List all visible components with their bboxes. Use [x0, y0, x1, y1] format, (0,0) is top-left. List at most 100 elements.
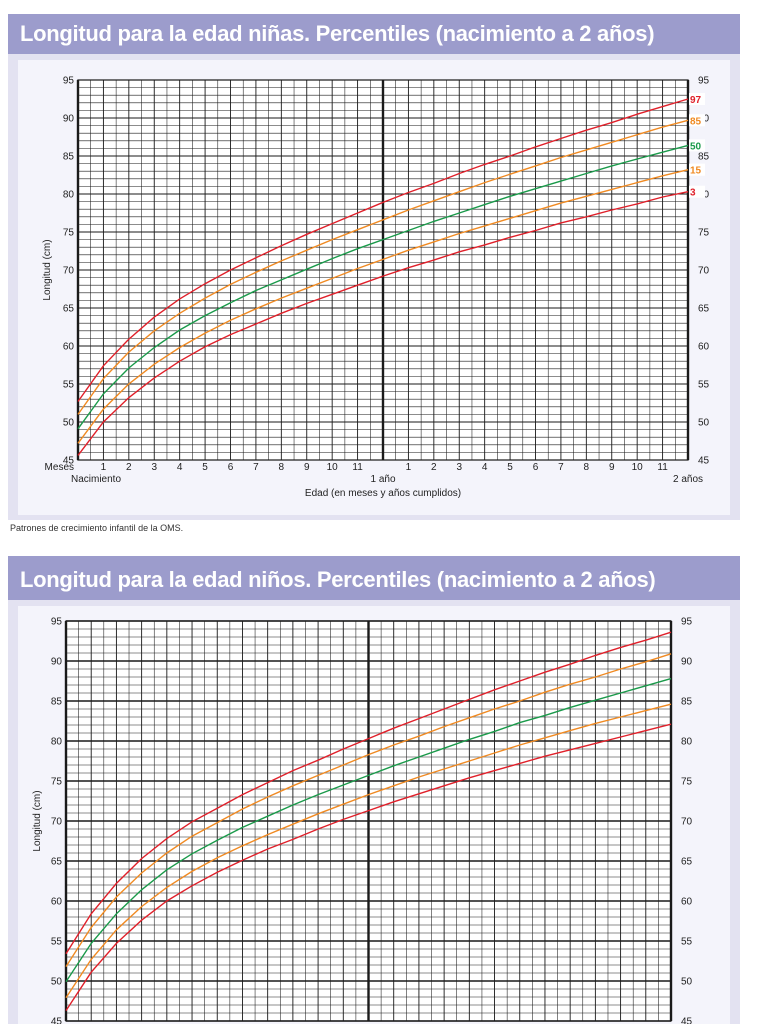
girls-chart-area: 4545505055556060656570707575808085859090… [18, 60, 730, 515]
x-tick-month: 7 [558, 462, 564, 473]
y-tick-label-left: 55 [63, 380, 75, 391]
x-tick-month: 2 [126, 462, 132, 473]
x-tick-month: 11 [657, 462, 668, 473]
percentile-line-p85 [77, 119, 689, 415]
percentile-label-bg [689, 93, 705, 105]
y-tick-label-right: 80 [681, 737, 693, 748]
x-tick-month: 7 [253, 462, 259, 473]
y-tick-label-left: 85 [63, 152, 75, 163]
percentile-label-bg [689, 163, 705, 176]
y-tick-label-left: 85 [51, 697, 63, 708]
y-tick-label-right: 75 [698, 228, 710, 239]
percentile-line-p97 [77, 98, 689, 402]
y-tick-label-right: 85 [681, 697, 693, 708]
y-tick-label-right: 55 [698, 380, 710, 391]
x-tick-month: 4 [177, 462, 183, 473]
percentile-label-p15: 15 [690, 166, 702, 177]
percentile-line-p50 [77, 144, 689, 430]
y-tick-label-left: 50 [51, 977, 63, 988]
girls-chart-panel: Longitud para la edad niñas. Percentiles… [8, 14, 740, 520]
percentile-line-p97 [65, 631, 672, 955]
x-tick-month: 5 [202, 462, 208, 473]
x-tick-month: 10 [632, 462, 644, 473]
y-tick-label-left: 95 [51, 617, 63, 628]
x-year1-label: 1 año [370, 474, 395, 485]
boys-chart-title: Longitud para la edad niños. Percentiles… [8, 556, 740, 600]
girls-chart-svg: 4545505055556060656570707575808085859090… [42, 76, 710, 500]
x-tick-month: 4 [482, 462, 488, 473]
percentile-label-bg [689, 185, 705, 198]
boys-chart-area: 45 45 50 50 55 55 60 60 65 65 70 70 75 75 80 80 85 85 90 90… [18, 606, 730, 1024]
y-tick-label-right: 85 [698, 152, 710, 163]
y-tick-label-left: 75 [51, 777, 63, 788]
y-tick-label-right: 65 [681, 857, 693, 868]
y-tick-label-right: 60 [698, 342, 710, 353]
y-axis-title: Longitud (cm) [42, 239, 53, 300]
percentile-line-p3 [65, 723, 672, 1011]
percentile-label-p97: 97 [690, 95, 702, 106]
y-tick-label-left: 70 [51, 817, 63, 828]
y-tick-label-left: 45 [51, 1017, 63, 1024]
x-tick-month: 9 [304, 462, 310, 473]
boys-chart-svg: 45 45 50 50 55 55 60 60 65 65 70 70 75 75 80 80 85 85 90 90… [32, 617, 693, 1024]
y-tick-label-left: 90 [51, 657, 63, 668]
percentile-label-p85: 85 [690, 116, 702, 127]
y-tick-label-right: 75 [681, 777, 693, 788]
y-tick-label-right: 50 [698, 418, 710, 429]
y-tick-label-right: 60 [681, 897, 693, 908]
y-tick-label-left: 60 [51, 897, 63, 908]
y-tick-label-right: 50 [681, 977, 693, 988]
x-tick-month: 3 [456, 462, 462, 473]
x-start-label: Meses [45, 462, 74, 473]
y-tick-label-left: 75 [63, 228, 75, 239]
x-tick-month: 10 [327, 462, 339, 473]
percentile-line-p85 [65, 653, 672, 967]
y-tick-label-left: 45 [63, 456, 75, 467]
y-axis-title: Longitud (cm) [32, 790, 43, 851]
x-tick-month: 8 [584, 462, 590, 473]
y-tick-label-left: 80 [63, 190, 75, 201]
x-tick-month: 1 [101, 462, 107, 473]
percentile-line-p15 [65, 703, 672, 999]
x-tick-month: 2 [431, 462, 437, 473]
y-tick-label-right: 55 [681, 937, 693, 948]
y-tick-label-left: 95 [63, 76, 75, 87]
y-tick-label-left: 80 [51, 737, 63, 748]
x-tick-month: 6 [533, 462, 539, 473]
y-tick-label-right: 70 [698, 266, 710, 277]
x-tick-month: 3 [151, 462, 157, 473]
y-tick-label-left: 90 [63, 114, 75, 125]
percentile-line-p3 [77, 191, 689, 456]
source-note: Patrones de crecimiento infantil de la O… [10, 523, 184, 533]
percentile-line-p15 [77, 169, 689, 444]
boys-chart-panel: Longitud para la edad niños. Percentiles… [8, 556, 740, 1024]
y-tick-label-right: 45 [698, 456, 710, 467]
x-axis-title: Edad (en meses y años cumplidos) [305, 488, 461, 499]
x-birth-label: Nacimiento [71, 474, 121, 485]
percentile-label-p50: 50 [690, 141, 702, 152]
y-tick-label-right: 95 [681, 617, 693, 628]
x-tick-month: 5 [507, 462, 513, 473]
y-tick-label-left: 60 [63, 342, 75, 353]
x-tick-month: 11 [352, 462, 363, 473]
y-tick-label-left: 50 [63, 418, 75, 429]
x-tick-month: 8 [279, 462, 285, 473]
x-tick-month: 6 [228, 462, 234, 473]
percentile-label-bg [689, 139, 705, 152]
y-tick-label-right: 45 [681, 1017, 693, 1024]
y-tick-label-right: 95 [698, 76, 710, 87]
percentile-line-p50 [65, 677, 672, 983]
x-year2-label: 2 años [673, 474, 703, 485]
y-tick-label-left: 70 [63, 266, 75, 277]
y-tick-label-right: 70 [681, 817, 693, 828]
y-tick-label-left: 55 [51, 937, 63, 948]
y-tick-label-right: 90 [681, 657, 693, 668]
percentile-label-p3: 3 [690, 188, 696, 199]
percentile-label-bg [689, 114, 705, 127]
y-tick-label-left: 65 [63, 304, 75, 315]
y-tick-label-left: 65 [51, 857, 63, 868]
x-tick-month: 9 [609, 462, 615, 473]
x-tick-month: 1 [406, 462, 412, 473]
y-tick-label-right: 65 [698, 304, 710, 315]
girls-chart-title: Longitud para la edad niñas. Percentiles… [8, 14, 740, 54]
